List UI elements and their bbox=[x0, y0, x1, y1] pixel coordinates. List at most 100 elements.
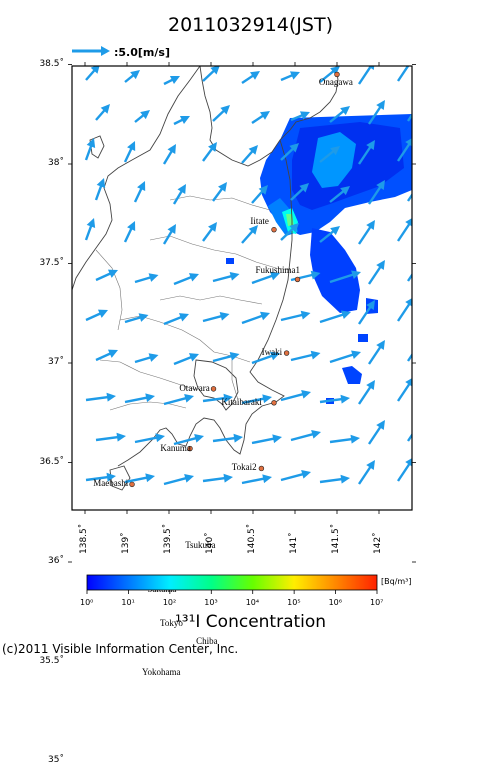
wind-arrow bbox=[173, 273, 199, 286]
wind-arrow bbox=[202, 393, 233, 403]
colorbar-bar bbox=[86, 574, 378, 591]
colorbar-tick-label: 10¹ bbox=[121, 598, 135, 607]
city-label: Tsukuba bbox=[185, 540, 216, 551]
city-marker bbox=[271, 400, 277, 406]
copyright: (c)2011 Visible Information Center, Inc. bbox=[2, 642, 239, 656]
wind-arrow bbox=[358, 220, 375, 245]
wind-arrow bbox=[280, 71, 300, 82]
wind-arrow bbox=[368, 340, 385, 365]
city-label: Onagawa bbox=[318, 77, 353, 88]
lat-tick-label: 37˚ bbox=[48, 357, 64, 367]
wind-arrow bbox=[280, 310, 311, 322]
wind-arrow bbox=[123, 141, 136, 163]
city-label: Iitate bbox=[250, 215, 269, 226]
wind-arrow bbox=[368, 180, 385, 205]
wind-arrow bbox=[280, 469, 311, 482]
wind-arrow bbox=[241, 311, 270, 325]
wind-arrows bbox=[84, 66, 412, 486]
wind-arrow bbox=[241, 394, 272, 405]
wind-arrow bbox=[123, 221, 136, 243]
wind-arrow bbox=[241, 225, 258, 244]
city-label: Yokohama bbox=[141, 667, 181, 678]
lat-tick-label: 35˚ bbox=[48, 755, 64, 765]
wind-arrow bbox=[319, 146, 340, 163]
colorbar-tick-label: 10⁴ bbox=[245, 598, 260, 607]
wind-arrow bbox=[251, 271, 280, 285]
city-label: Maebashi bbox=[93, 478, 129, 489]
city-marker bbox=[294, 276, 301, 283]
wind-arrow bbox=[251, 185, 268, 204]
wind-arrow bbox=[251, 111, 270, 124]
wind-arrow bbox=[407, 112, 412, 122]
wind-arrow bbox=[329, 106, 350, 123]
map-canvas bbox=[68, 62, 416, 563]
wind-arrow bbox=[212, 182, 227, 202]
wind-arrow bbox=[329, 270, 361, 284]
wind-arrow bbox=[280, 143, 299, 161]
colorbar bbox=[86, 574, 378, 594]
plume-region bbox=[342, 366, 362, 384]
wind-arrow bbox=[134, 273, 159, 284]
city-label: Kanuma bbox=[160, 442, 191, 453]
city-label: Otawara bbox=[179, 382, 210, 393]
wind-arrow bbox=[329, 350, 361, 364]
wind-arrow bbox=[172, 184, 186, 205]
lat-tick-label: 38˚ bbox=[48, 158, 64, 168]
wind-arrow bbox=[407, 192, 412, 202]
city-label: Kitaibaraki bbox=[221, 396, 262, 407]
wind-arrow bbox=[397, 378, 412, 402]
wind-arrow bbox=[241, 474, 272, 485]
scale-label: :5.0[m/s] bbox=[114, 46, 170, 59]
map-border bbox=[71, 65, 413, 511]
wind-arrow bbox=[407, 272, 412, 282]
colorbar-tick-label: 10³ bbox=[204, 598, 218, 607]
wind-arrow bbox=[407, 432, 412, 442]
wind-arrow bbox=[319, 226, 340, 243]
city-marker bbox=[258, 465, 265, 472]
plume-region bbox=[226, 258, 234, 264]
wind-arrow bbox=[212, 105, 230, 122]
wind-arrow bbox=[163, 76, 180, 86]
wind-arrow bbox=[319, 394, 350, 404]
city-marker bbox=[129, 481, 135, 488]
wind-arrow bbox=[94, 178, 106, 201]
wind-arrow bbox=[163, 313, 189, 326]
wind-arrow bbox=[134, 433, 165, 444]
wind-arrow bbox=[251, 434, 282, 445]
wind-arrow bbox=[124, 313, 149, 324]
wind-arrow bbox=[133, 181, 146, 203]
plume-region bbox=[310, 228, 360, 313]
wind-arrow bbox=[95, 349, 118, 362]
wind-arrow bbox=[368, 260, 385, 285]
wind-arrow bbox=[212, 351, 240, 363]
wind-arrow bbox=[202, 311, 230, 323]
wind-arrow bbox=[397, 298, 412, 322]
city-label: Tokyo bbox=[159, 617, 183, 628]
lat-tick-label: 36˚ bbox=[48, 556, 64, 566]
wind-arrow bbox=[329, 186, 350, 203]
coastline bbox=[72, 66, 339, 491]
wind-arrow bbox=[134, 110, 150, 123]
wind-arrow bbox=[280, 389, 311, 402]
colorbar-tick-label: 10⁷ bbox=[370, 598, 384, 607]
wind-arrow bbox=[290, 111, 310, 122]
wind-arrow bbox=[212, 271, 240, 283]
wind-arrow bbox=[319, 66, 340, 83]
city-marker bbox=[210, 386, 217, 392]
prefecture-borders bbox=[95, 195, 291, 411]
wind-arrow bbox=[368, 420, 385, 445]
lat-tick-label: 38.5˚ bbox=[39, 58, 64, 69]
wind-arrow bbox=[251, 351, 280, 365]
wind-arrow bbox=[202, 473, 233, 483]
wind-arrow bbox=[397, 458, 412, 482]
colorbar-unit: [Bq/m³] bbox=[381, 577, 412, 586]
wind-arrow bbox=[290, 429, 321, 442]
wind-arrow bbox=[95, 104, 110, 121]
wind-arrow bbox=[212, 433, 243, 443]
wind-arrow bbox=[163, 473, 194, 486]
city-label: Fukushima1 bbox=[255, 265, 301, 276]
wind-arrow bbox=[84, 218, 96, 241]
wind-arrow bbox=[85, 66, 100, 81]
lat-tick-label: 37.5˚ bbox=[39, 257, 64, 268]
plume-region bbox=[312, 132, 356, 188]
